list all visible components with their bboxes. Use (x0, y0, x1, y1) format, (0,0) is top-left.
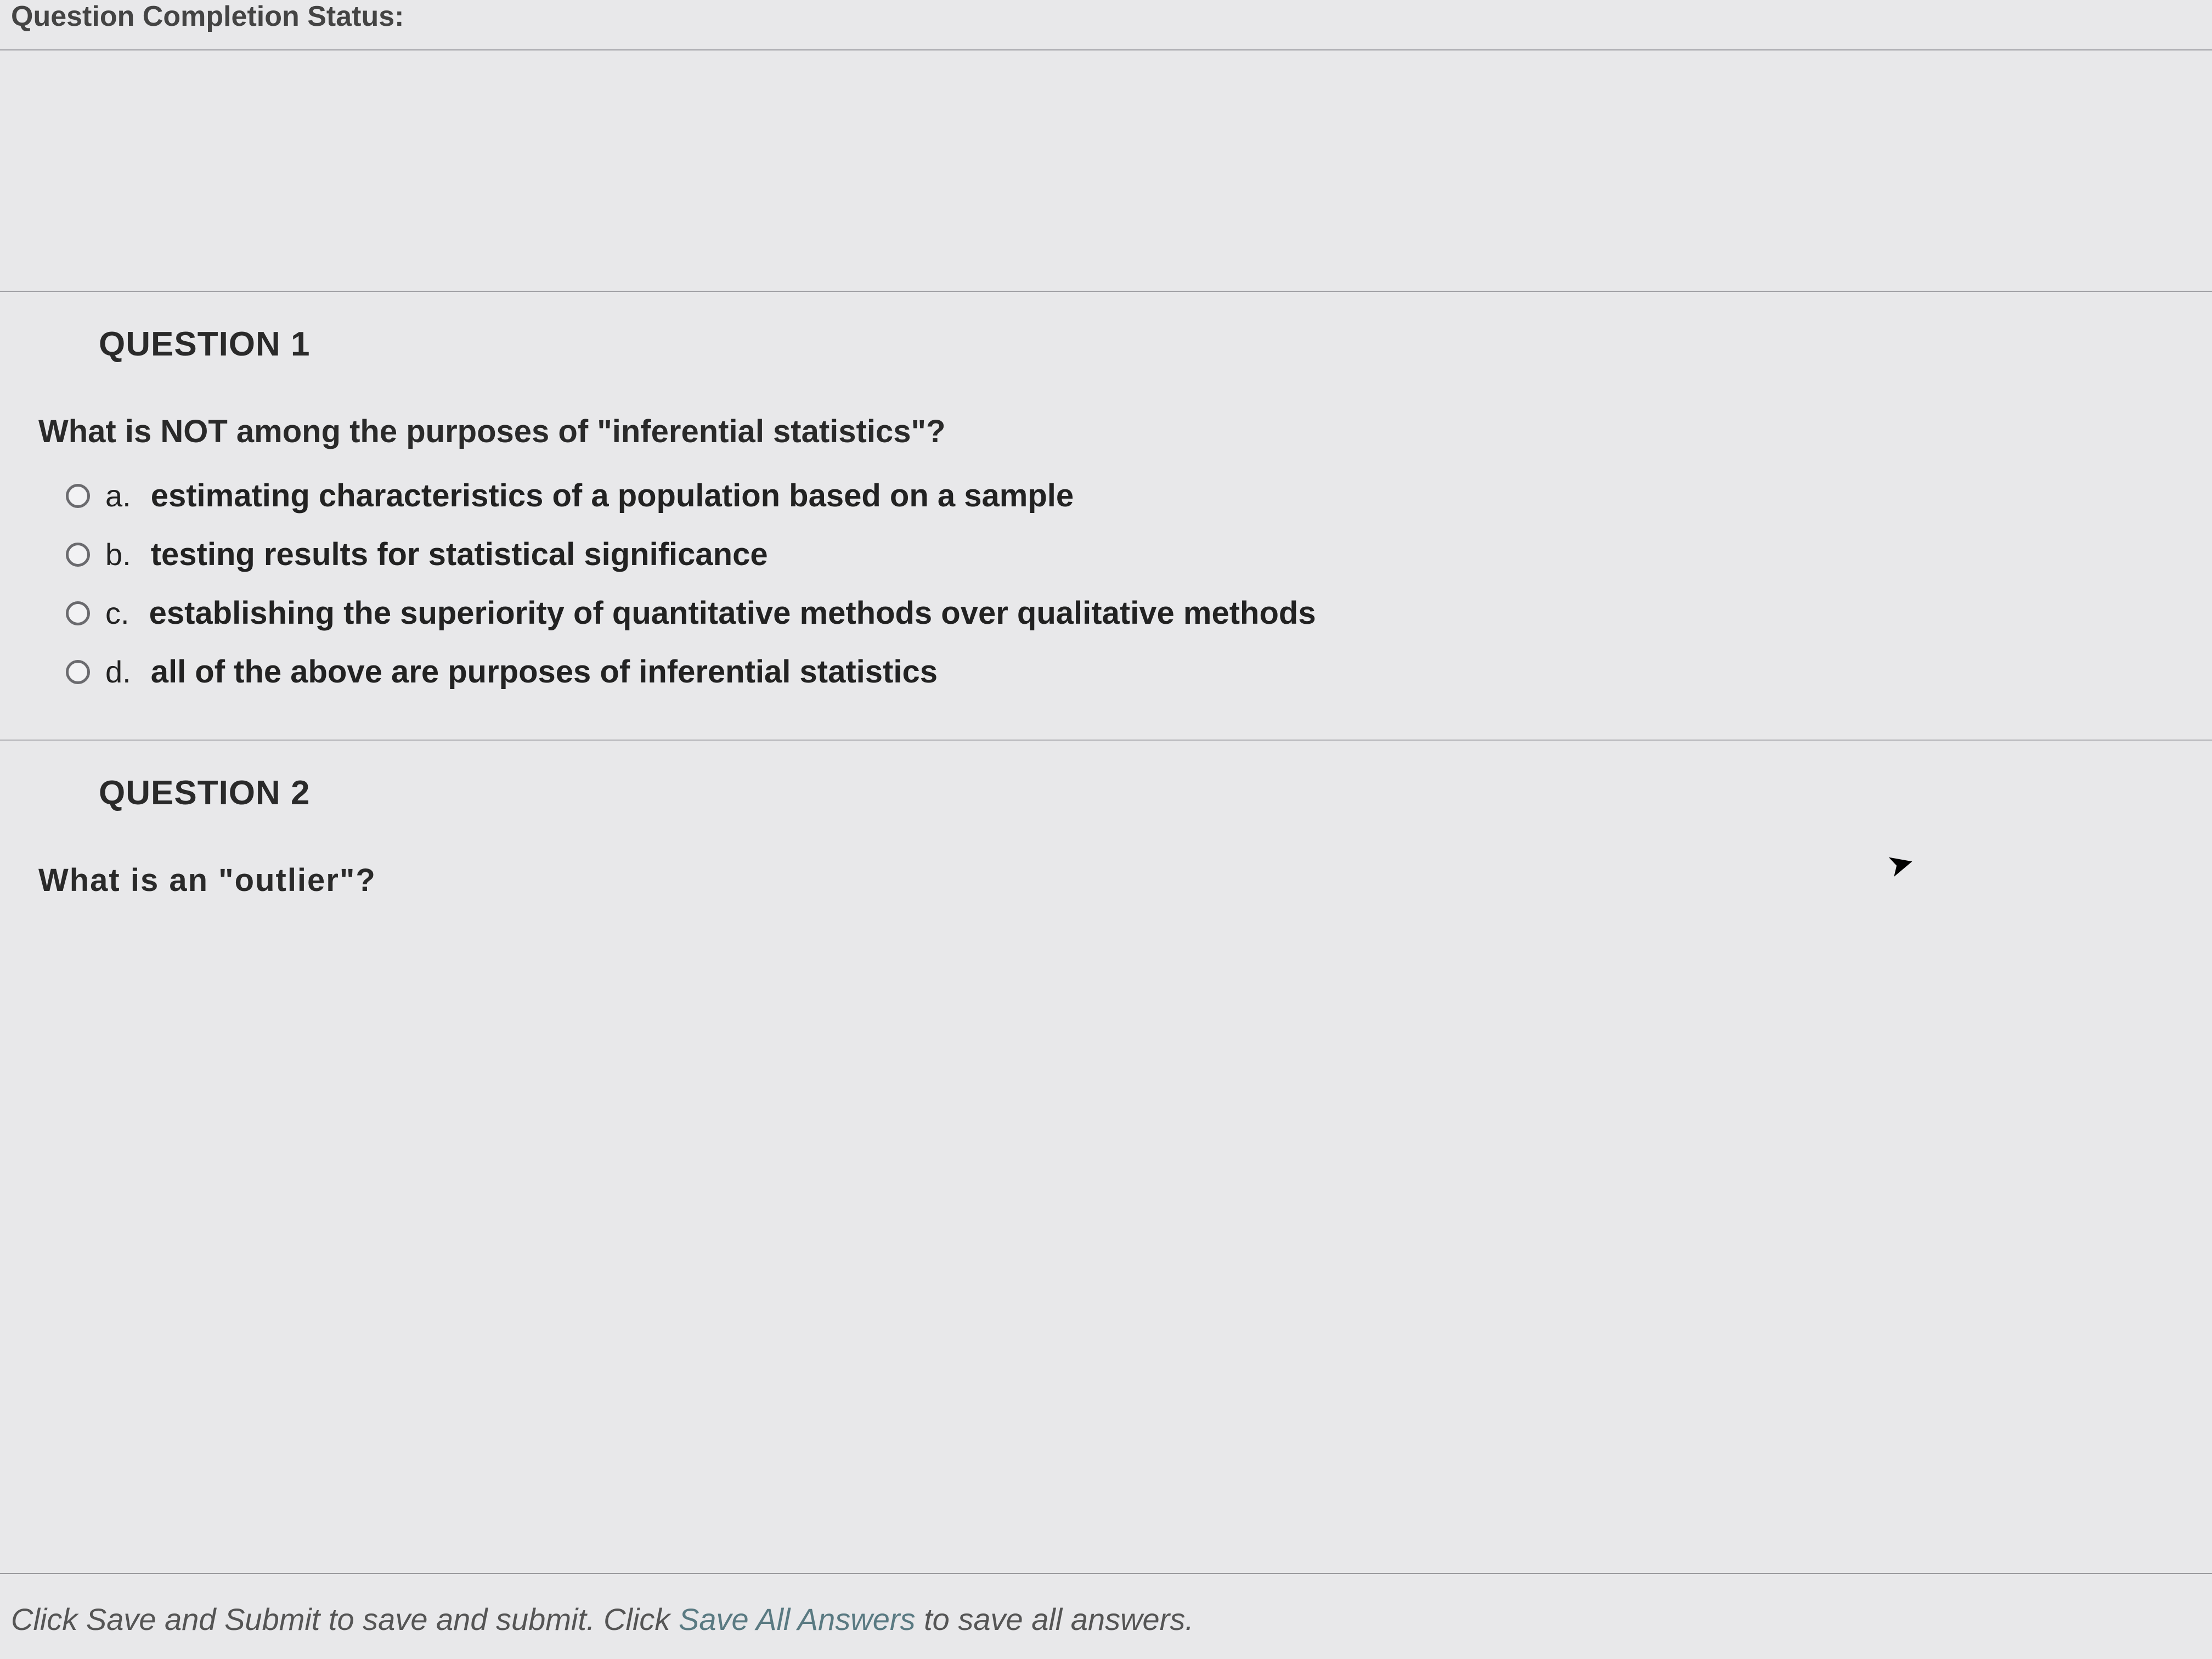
option-b-row[interactable]: b. testing results for statistical signi… (66, 536, 2146, 573)
radio-icon[interactable] (66, 484, 90, 508)
footer-save-all-link[interactable]: Save All Answers (679, 1602, 916, 1637)
completion-status-header: Question Completion Status: (0, 0, 2212, 50)
option-letter: c. (105, 595, 129, 631)
radio-icon[interactable] (66, 601, 90, 625)
option-text: testing results for statistical signific… (151, 536, 768, 573)
completion-status-label: Question Completion Status: (11, 1, 404, 32)
option-letter: d. (105, 654, 131, 690)
option-text: estimating characteristics of a populati… (151, 477, 1074, 514)
quiz-page: Question Completion Status: QUESTION 1 W… (0, 0, 2212, 1659)
radio-icon[interactable] (66, 660, 90, 684)
footer-text-a: Click Save and Submit to save and submit… (11, 1602, 679, 1637)
question-1-options: a. estimating characteristics of a popul… (66, 477, 2146, 690)
question-2-prompt-partial: What is an "outlier"? (38, 862, 2146, 899)
question-2-title: QUESTION 2 (99, 774, 2146, 812)
option-letter: b. (105, 537, 131, 572)
option-d-row[interactable]: d. all of the above are purposes of infe… (66, 653, 2146, 690)
question-1-prompt: What is NOT among the purposes of "infer… (38, 413, 2146, 450)
footer-instructions: Click Save and Submit to save and submit… (0, 1573, 2212, 1659)
question-1-block: QUESTION 1 What is NOT among the purpose… (0, 292, 2212, 741)
footer-text-c: to save all answers. (916, 1602, 1194, 1637)
option-letter: a. (105, 478, 131, 514)
option-c-row[interactable]: c. establishing the superiority of quant… (66, 595, 2146, 631)
question-1-title: QUESTION 1 (99, 325, 2146, 364)
radio-icon[interactable] (66, 543, 90, 567)
status-spacer (0, 50, 2212, 292)
option-text: establishing the superiority of quantita… (149, 595, 1316, 631)
question-2-block: QUESTION 2 What is an "outlier"? (0, 741, 2212, 910)
option-a-row[interactable]: a. estimating characteristics of a popul… (66, 477, 2146, 514)
option-text: all of the above are purposes of inferen… (151, 653, 938, 690)
